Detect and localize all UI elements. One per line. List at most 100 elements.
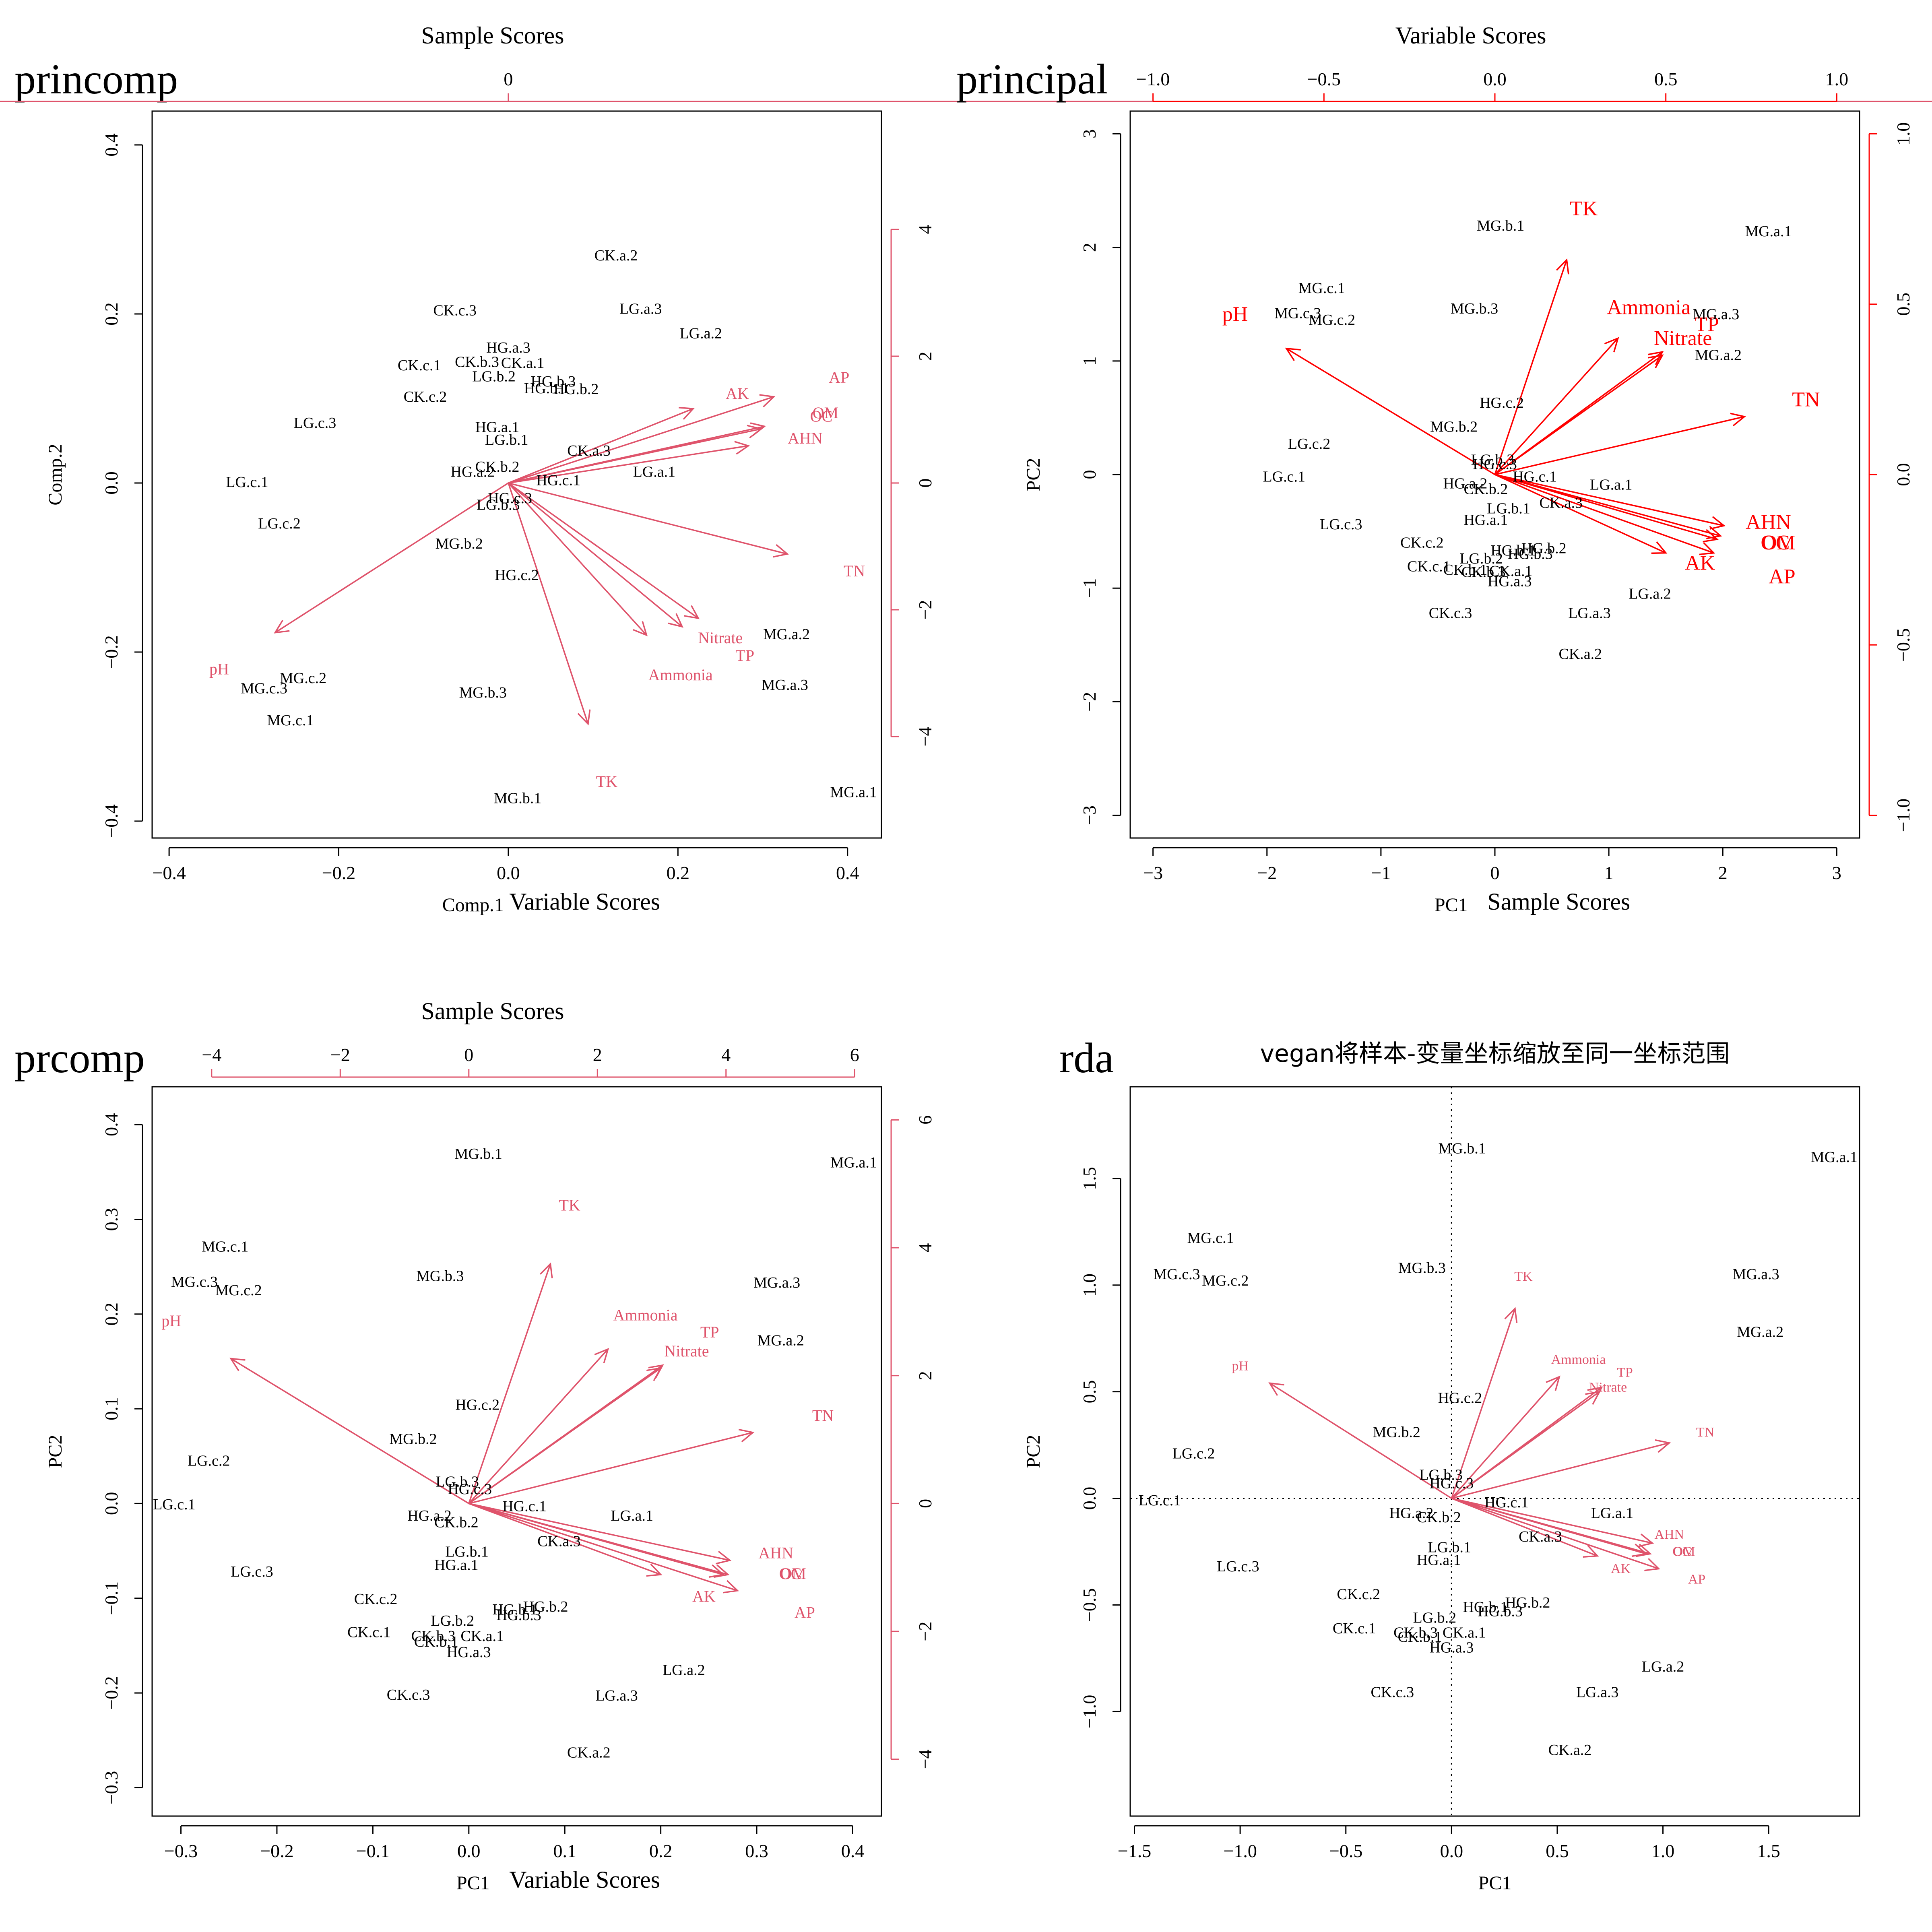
arrow-tk — [468, 1262, 553, 1504]
arrow-ak — [1451, 1497, 1599, 1558]
sample-label-lg-b-1: LG.b.1 — [485, 431, 528, 448]
panel-rda: rda vegan将样本-变量坐标缩放至同一坐标范围 −1.5 −1.0 −0.5 0.0… — [1023, 1034, 1860, 1894]
sample-label-lg-b-2: LG.b.2 — [472, 368, 516, 385]
sample-label-ck-a-1: CK.a.1 — [460, 1628, 504, 1645]
sample-label-mg-a-3: MG.a.3 — [1693, 306, 1739, 323]
sample-label-ck-b-2: CK.b.2 — [475, 458, 520, 475]
variable-label-om: OM — [780, 1565, 806, 1583]
sample-label-mg-b-1: MG.b.1 — [494, 790, 541, 807]
x-tick-label: 1.0 — [1651, 1841, 1675, 1861]
x-tick-label: 0.2 — [667, 863, 690, 883]
sample-label-mg-c-2: MG.c.2 — [280, 670, 326, 687]
sample-label-lg-a-1: LG.a.1 — [611, 1507, 653, 1524]
variable-label-nitrate: Nitrate — [698, 629, 743, 647]
sample-label-hg-a-1: HG.a.1 — [1463, 512, 1508, 528]
panel-principal: principal −3 −2 −1 0 1 2 3 −3 −2 −1 0 1 2 3 PC1 Sample S… — [956, 22, 1913, 916]
sample-label-mg-b-3: MG.b.3 — [459, 684, 507, 701]
x-tick-label: 0.3 — [745, 1841, 768, 1861]
sample-label-hg-c-1: HG.c.1 — [1513, 469, 1557, 485]
sample-label-ck-a-3: CK.a.3 — [567, 442, 611, 459]
arrow-ahn — [1494, 474, 1726, 530]
y-tick-label: −0.2 — [101, 635, 122, 669]
variable-label-ammonia: Ammonia — [1551, 1352, 1606, 1367]
arrow-oc — [1494, 474, 1719, 543]
sample-label-mg-b-1: MG.b.1 — [1477, 217, 1524, 234]
sample-label-lg-c-3: LG.c.3 — [294, 415, 336, 431]
sample-label-lg-c-3: LG.c.3 — [1320, 516, 1362, 533]
arrow-nitrate — [468, 1367, 662, 1504]
x-axis-label: PC1 — [1478, 1872, 1512, 1894]
variable-label-tn: TN — [1792, 388, 1820, 411]
sample-label-mg-a-2: MG.a.2 — [1737, 1323, 1783, 1340]
y-tick-label: −1 — [1079, 578, 1100, 598]
sample-label-hg-b-2: HG.b.2 — [554, 381, 599, 398]
sample-label-ck-c-1: CK.c.1 — [1407, 558, 1451, 575]
sample-label-ck-b-3: CK.b.3 — [455, 354, 499, 371]
sample-label-hg-a-3: HG.a.3 — [1488, 573, 1532, 590]
right-tick-label: 6 — [915, 1115, 935, 1125]
x-tick-label: −0.3 — [164, 1841, 198, 1861]
sample-label-lg-a-3: LG.a.3 — [595, 1687, 638, 1704]
plot-frame — [151, 110, 882, 839]
sample-label-ck-c-1: CK.c.1 — [398, 357, 441, 374]
variable-label-ak: AK — [726, 384, 749, 402]
y-tick-label: 0.3 — [101, 1208, 122, 1231]
sample-label-lg-c-2: LG.c.2 — [258, 515, 301, 532]
variable-label-oc: OC — [1672, 1544, 1691, 1559]
variable-label-tk: TK — [1514, 1269, 1533, 1284]
variable-label-ak: AK — [1685, 552, 1715, 575]
sample-label-hg-a-2: HG.a.2 — [451, 464, 495, 481]
sample-label-hg-b-1: HG.b.1 — [524, 380, 569, 397]
sample-label-lg-c-2: LG.c.2 — [1288, 436, 1331, 452]
right-tick-label: −4 — [915, 1749, 935, 1769]
sample-label-ck-a-1: CK.a.1 — [1489, 563, 1533, 580]
sample-label-hg-a-1: HG.a.1 — [1417, 1552, 1461, 1569]
x-tick-label: 0.0 — [497, 863, 520, 883]
sample-label-ck-b-2: CK.b.2 — [1417, 1509, 1461, 1526]
sample-label-hg-b-3: HG.b.3 — [1508, 546, 1553, 563]
x-tick-label: 0.5 — [1546, 1841, 1569, 1861]
sample-label-ck-a-3: CK.a.3 — [1539, 495, 1583, 512]
sample-label-mg-b-1: MG.b.1 — [1438, 1140, 1486, 1157]
sample-label-hg-b-2: HG.b.2 — [523, 1598, 568, 1615]
arrow-ap — [1451, 1497, 1660, 1571]
sample-label-ck-c-2: CK.c.2 — [1337, 1586, 1380, 1603]
sample-label-ck-b-1: CK.b.1 — [1398, 1629, 1442, 1645]
sample-label-hg-a-3: HG.a.3 — [486, 339, 530, 356]
sample-label-lg-b-2: LG.b.2 — [1459, 550, 1503, 567]
right-tick-label: 0 — [915, 1499, 935, 1508]
y-axis-label: PC2 — [45, 1435, 66, 1468]
sample-label-hg-a-2: HG.a.2 — [407, 1507, 452, 1524]
sample-label-lg-b-1: LG.b.1 — [1487, 500, 1530, 517]
variable-label-ap: AP — [795, 1604, 815, 1622]
sample-label-lg-a-2: LG.a.2 — [1642, 1658, 1684, 1675]
variable-label-ap: AP — [829, 368, 849, 386]
right-tick-label: −2 — [915, 1622, 935, 1641]
sample-label-mg-c-1: MG.c.1 — [267, 712, 314, 729]
arrow-ph — [229, 1358, 469, 1504]
sample-label-lg-b-3: LG.b.3 — [1419, 1466, 1463, 1483]
arrow-tn — [469, 1428, 755, 1505]
x-tick-label: 0.1 — [553, 1841, 576, 1861]
y-tick-label: 0.0 — [1079, 1487, 1100, 1510]
arrow-oc — [1451, 1497, 1648, 1557]
x-axis-label-secondary: Sample Scores — [1487, 888, 1630, 915]
arrow-ph — [274, 482, 509, 634]
sample-label-lg-a-2: LG.a.2 — [663, 1662, 705, 1679]
y-tick-label: 1.5 — [1079, 1167, 1100, 1190]
arrow-ap — [1494, 474, 1715, 555]
top-tick-label: 2 — [593, 1044, 602, 1065]
sample-label-mg-a-2: MG.a.2 — [763, 626, 810, 643]
arrow-nitrate — [1451, 1391, 1601, 1499]
x-tick-label: −3 — [1143, 863, 1163, 883]
variable-label-oc: OC — [810, 407, 833, 425]
panel-label: princomp — [14, 56, 178, 103]
sample-label-ck-c-3: CK.c.3 — [433, 302, 477, 319]
sample-label-lg-c-3: LG.c.3 — [231, 1563, 273, 1580]
top-tick-label: 0.5 — [1654, 69, 1678, 89]
sample-label-mg-b-2: MG.b.2 — [436, 535, 483, 552]
sample-label-lg-b-1: LG.b.1 — [1428, 1539, 1471, 1556]
right-tick-label: 0.5 — [1893, 293, 1913, 316]
x-tick-label: −0.5 — [1329, 1841, 1362, 1861]
arrow-tn — [508, 482, 789, 558]
